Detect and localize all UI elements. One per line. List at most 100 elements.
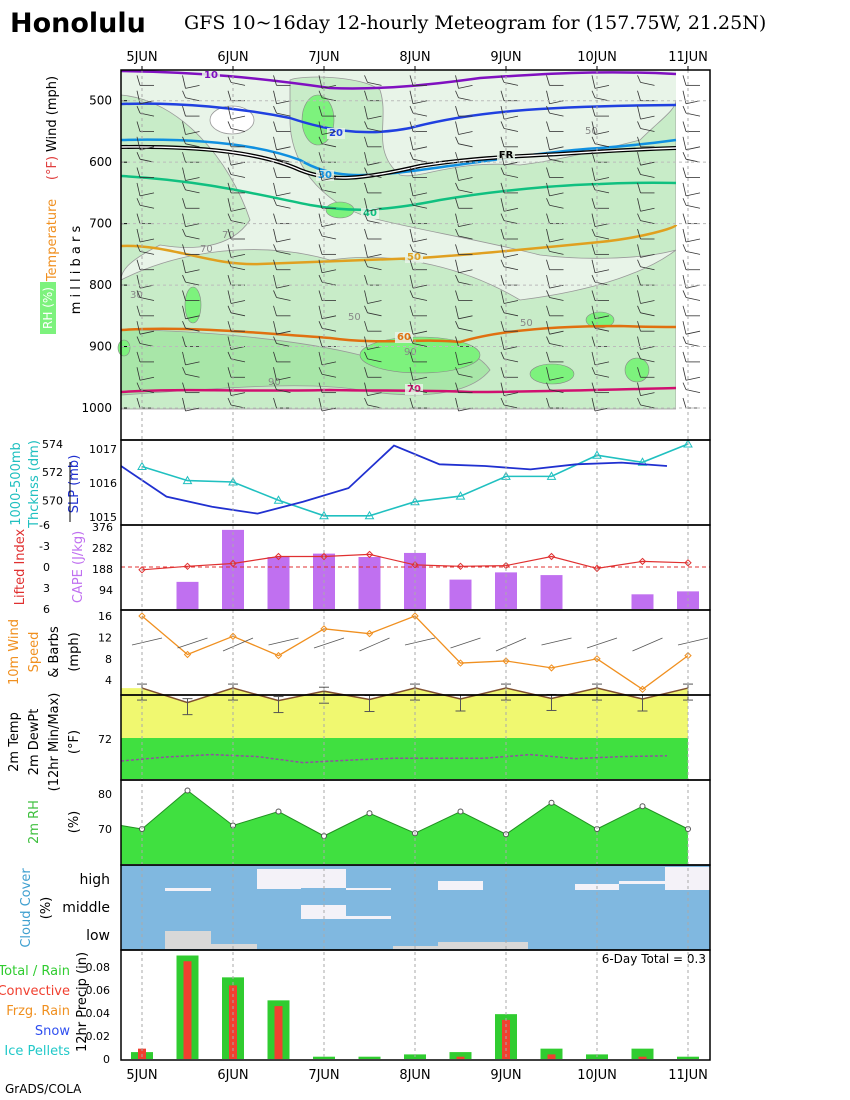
- wind-barb-flag: [318, 182, 323, 191]
- precip-convective-bar: [502, 1019, 510, 1059]
- wind-barb-flag: [136, 90, 141, 104]
- precip-tick: 0.06: [86, 984, 111, 997]
- li-tick: 0: [43, 561, 50, 574]
- cloud-layer-block: [165, 888, 211, 891]
- wind-barb-staff: [230, 266, 246, 271]
- wind-barb-flag: [364, 351, 368, 360]
- wind-barb: [273, 275, 291, 289]
- wind-barb-staff: [367, 253, 382, 258]
- wind-barb: [682, 367, 701, 381]
- day-label-top: 8JUN: [399, 50, 430, 65]
- cape-bar: [540, 575, 563, 609]
- wind-barb-flag: [227, 136, 232, 147]
- wind-barb-flag: [591, 105, 596, 117]
- wind-barb-flag: [546, 213, 550, 224]
- wind-barb-staff: [230, 312, 246, 317]
- rh-high-region: [359, 336, 481, 374]
- wind-barb-flag: [637, 198, 641, 212]
- precip-total-label: 6-Day Total = 0.3: [602, 952, 706, 966]
- wind-barb: [409, 290, 428, 301]
- wind-barb-staff: [276, 250, 291, 255]
- cape-bar: [449, 579, 472, 609]
- wind-barb: [318, 75, 337, 89]
- wind-barb-staff: [594, 373, 610, 378]
- wind-contour-30: [120, 138, 677, 177]
- wind-barb-flag: [455, 90, 459, 98]
- wind-barb-flag: [364, 167, 368, 175]
- wind-barb-flag: [273, 228, 277, 243]
- wind-barb-flag: [455, 274, 459, 283]
- wind-barb-flag: [546, 90, 550, 104]
- wind-barb: [409, 182, 428, 197]
- wind-barb-staff: [549, 250, 564, 255]
- wind-barb-flag: [682, 213, 687, 224]
- slp-tick: 1017: [89, 443, 117, 456]
- mb-tick-label: 800: [89, 278, 112, 292]
- wind-barb-flag: [273, 290, 277, 298]
- wind-barb-flag: [500, 106, 505, 120]
- wind-barb-flag: [136, 290, 141, 298]
- contour-label-bg: [361, 208, 379, 219]
- cloud-layer-block: [211, 944, 257, 949]
- wind-barb: [500, 305, 519, 317]
- cloud-layer-block: [438, 881, 483, 890]
- wind-barb-flag: [455, 152, 459, 163]
- wind-barb: [637, 121, 655, 132]
- wind-barb-staff: [139, 297, 155, 301]
- wind-barb-flag: [182, 382, 186, 393]
- wind-barb-staff: [367, 266, 382, 271]
- wind-barb: [136, 167, 154, 178]
- wind-barb-flag: [455, 198, 459, 209]
- wind-barb: [546, 321, 564, 335]
- wind-barb: [409, 321, 428, 335]
- wind-barb-flag: [637, 367, 641, 378]
- wind-barb-flag: [409, 75, 414, 86]
- wind-barb: [227, 167, 246, 178]
- wind-barb-flag: [591, 382, 596, 393]
- wind-barb: [682, 305, 700, 317]
- wind-barb-flag: [455, 213, 459, 227]
- wind-barb-staff: [685, 297, 701, 301]
- wind-barb-flag: [318, 382, 323, 393]
- wind-barb-staff: [276, 100, 291, 105]
- wind-barb-flag: [182, 182, 186, 191]
- wind-barb-flag: [409, 382, 414, 390]
- wind-barb-flag: [364, 336, 368, 350]
- wind-barb-flag: [637, 167, 641, 175]
- wind-barb-staff: [276, 192, 291, 197]
- wind-barb-staff: [367, 358, 382, 363]
- rh-point: [184, 787, 191, 794]
- wind-barb: [273, 336, 291, 347]
- wind-barb: [273, 259, 291, 271]
- wind-barb-flag: [273, 336, 277, 344]
- wind-barb: [546, 136, 564, 151]
- cape-bar: [176, 581, 199, 609]
- wind-barb-flag: [591, 290, 596, 301]
- wind-barb-staff: [594, 84, 610, 89]
- wind-barb-flag: [546, 75, 550, 86]
- day-label-top: 5JUN: [126, 50, 157, 65]
- wind-barb-flag: [546, 367, 550, 381]
- wind-barb-flag: [682, 136, 687, 150]
- rh-point: [275, 808, 282, 815]
- surface-wind-barb: [677, 637, 709, 646]
- wind-barb-flag: [500, 75, 505, 83]
- wind-barb-flag: [591, 259, 596, 273]
- wind-barb-staff: [458, 269, 473, 274]
- wind-barb-flag: [591, 321, 596, 329]
- wind-barb-flag: [273, 167, 277, 178]
- precip-convective-bar: [638, 1056, 647, 1059]
- wind-barb: [182, 136, 200, 148]
- wind-barb-flag: [318, 105, 323, 117]
- wind-barb: [273, 382, 291, 394]
- thickness-tick: 572: [42, 466, 63, 479]
- wind-barb-flag: [500, 198, 505, 212]
- rh-contour-label: 90: [268, 377, 281, 388]
- wind-barb-flag: [136, 351, 141, 363]
- wind-barb: [364, 167, 382, 178]
- wind-barb-flag: [546, 382, 550, 390]
- wind-barb-flag: [364, 213, 368, 221]
- page-title: GFS 10~16day 12-hourly Meteogram for (15…: [184, 12, 767, 34]
- wind-barb-flag: [318, 367, 323, 375]
- wind-barb-flag: [682, 121, 687, 132]
